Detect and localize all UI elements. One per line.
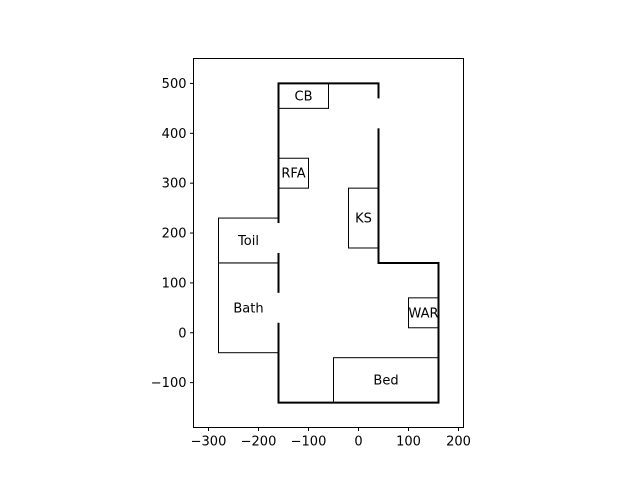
y-tick-label: 100: [162, 276, 187, 291]
room-label-ks: KS: [355, 212, 372, 227]
door-opening: [276, 292, 281, 323]
door-opening: [376, 98, 381, 129]
room-label-bath: Bath: [233, 301, 263, 316]
room-label-war: WAR: [408, 306, 438, 321]
x-tick-label: −300: [191, 435, 227, 450]
y-tick-label: 400: [162, 127, 187, 142]
axes-frame: [193, 58, 464, 428]
x-tick-label: 0: [354, 435, 362, 450]
room-label-toil: Toil: [237, 234, 259, 249]
x-tick-label: 100: [396, 435, 421, 450]
room-label-cb: CB: [295, 89, 313, 104]
x-tick-label: −100: [291, 435, 327, 450]
x-tick-label: −200: [241, 435, 277, 450]
outline-layer: [276, 82, 440, 404]
y-tick-label: 500: [162, 77, 187, 92]
room-label-bed: Bed: [373, 374, 398, 389]
house-outline: [277, 82, 440, 404]
x-tick-label: 200: [446, 435, 471, 450]
room-label-rfa: RFA: [281, 167, 305, 182]
labels-layer: CB RFA KS Toil Bath WAR Bed: [233, 89, 438, 388]
y-tick-label: 0: [178, 326, 186, 341]
y-tick-label: 300: [162, 177, 187, 192]
y-tick-label: 200: [162, 227, 187, 242]
axes-layer: −300 −200 −100 0 100 200 −100 0 100 200 300 400 500: [151, 58, 471, 450]
y-tick-label: −100: [151, 376, 187, 391]
door-opening: [276, 223, 281, 253]
